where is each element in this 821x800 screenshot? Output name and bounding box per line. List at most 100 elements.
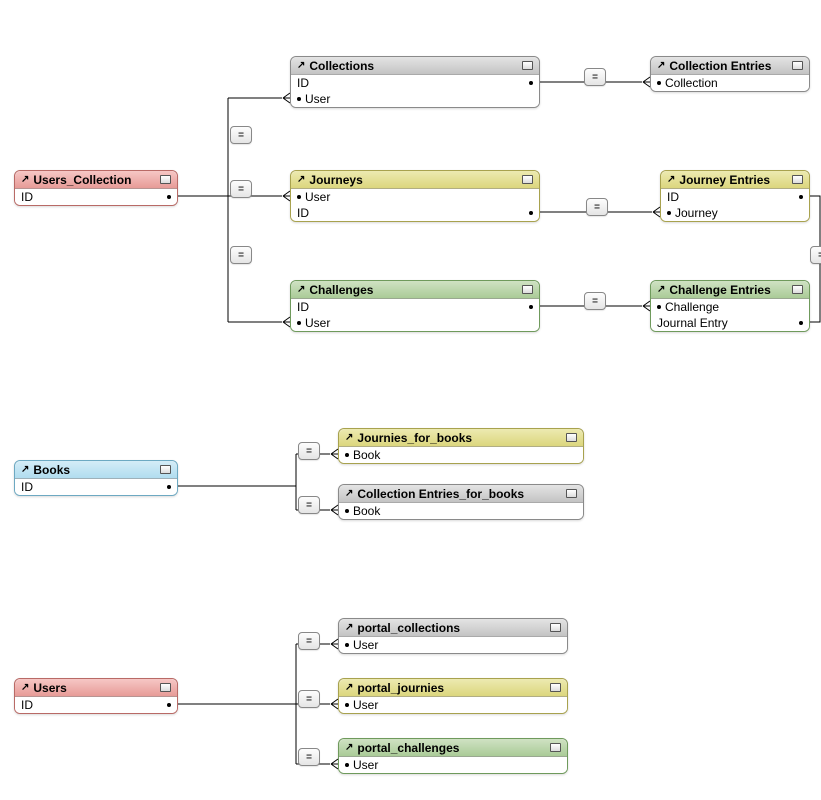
entity-field[interactable]: User [291,189,539,205]
entity-field[interactable]: ID [15,479,177,495]
entity-title-bar[interactable]: ↗portal_journies [339,679,567,697]
join-operator[interactable]: = [584,292,606,310]
entity-field[interactable]: Challenge [651,299,809,315]
entity-title-bar[interactable]: ↗Collection Entries [651,57,809,75]
window-button-icon[interactable] [550,623,561,632]
entity-title-bar[interactable]: ↗portal_collections [339,619,567,637]
entity-collection_entries_for_books[interactable]: ↗Collection Entries_for_booksBook [338,484,584,520]
entity-title-bar[interactable]: ↗portal_challenges [339,739,567,757]
join-operator[interactable]: = [230,180,252,198]
entity-field[interactable]: ID [661,189,809,205]
join-operator[interactable]: = [230,246,252,264]
diagram-canvas: { "canvas": { "width": 821, "height": 80… [0,0,821,800]
expand-arrow-icon: ↗ [297,175,305,185]
join-operator[interactable]: = [298,632,320,650]
join-symbol: = [592,296,598,307]
field-link-dot-icon [167,195,171,199]
entity-field[interactable]: ID [291,75,539,91]
entity-journey_entries[interactable]: ↗Journey EntriesID Journey [660,170,810,222]
window-button-icon[interactable] [792,61,803,70]
entity-title-bar[interactable]: ↗Journeys [291,171,539,189]
field-label: ID [667,190,679,204]
field-bullet-icon [345,453,349,457]
join-operator[interactable]: = [298,690,320,708]
field-label: ID [21,190,33,204]
entity-field[interactable]: Collection [651,75,809,91]
join-operator[interactable]: = [230,126,252,144]
entity-title-bar[interactable]: ↗Collection Entries_for_books [339,485,583,503]
field-label: Journey [675,206,718,220]
entity-journeys[interactable]: ↗JourneysUser ID [290,170,540,222]
entity-title: Journies_for_books [357,431,472,445]
join-operator[interactable]: = [810,246,821,264]
window-button-icon[interactable] [160,465,171,474]
window-button-icon[interactable] [522,175,533,184]
join-symbol: = [306,636,312,647]
expand-arrow-icon: ↗ [21,465,29,475]
entity-fields: User [339,757,567,773]
field-bullet-icon [297,97,301,101]
entity-field[interactable]: ID [291,205,539,221]
entity-field[interactable]: User [339,697,567,713]
field-bullet-icon [657,305,661,309]
window-button-icon[interactable] [522,61,533,70]
entity-collections[interactable]: ↗CollectionsIDUser [290,56,540,108]
join-operator[interactable]: = [298,748,320,766]
entity-field[interactable]: Journey [661,205,809,221]
window-button-icon[interactable] [160,175,171,184]
entity-portal_collections[interactable]: ↗portal_collectionsUser [338,618,568,654]
entity-field[interactable]: ID [291,299,539,315]
field-label: ID [297,76,309,90]
join-operator[interactable]: = [586,198,608,216]
window-button-icon[interactable] [792,285,803,294]
join-operator[interactable]: = [584,68,606,86]
entity-field[interactable]: Journal Entry [651,315,809,331]
entity-challenge_entries[interactable]: ↗Challenge EntriesChallengeJournal Entry [650,280,810,332]
entity-challenges[interactable]: ↗ChallengesIDUser [290,280,540,332]
entity-title-bar[interactable]: ↗Challenges [291,281,539,299]
window-button-icon[interactable] [566,433,577,442]
window-button-icon[interactable] [550,683,561,692]
entity-fields: Collection [651,75,809,91]
entity-title-bar[interactable]: ↗Users [15,679,177,697]
entity-title-bar[interactable]: ↗Books [15,461,177,479]
entity-collection_entries[interactable]: ↗Collection EntriesCollection [650,56,810,92]
entity-users[interactable]: ↗UsersID [14,678,178,714]
entity-field[interactable]: User [291,91,539,107]
entity-title-bar[interactable]: ↗Journey Entries [661,171,809,189]
field-label: ID [297,206,309,220]
entity-field[interactable]: Book [339,447,583,463]
entity-field[interactable]: ID [15,697,177,713]
window-button-icon[interactable] [160,683,171,692]
window-button-icon[interactable] [566,489,577,498]
window-button-icon[interactable] [792,175,803,184]
entity-title-bar[interactable]: ↗Journies_for_books [339,429,583,447]
window-button-icon[interactable] [550,743,561,752]
entity-field[interactable]: ID [15,189,177,205]
entity-title-bar[interactable]: ↗ Users_Collection [15,171,177,189]
entity-books[interactable]: ↗BooksID [14,460,178,496]
field-label: Book [353,504,380,518]
field-label: User [305,190,330,204]
entity-fields: ChallengeJournal Entry [651,299,809,331]
entity-portal_challenges[interactable]: ↗portal_challengesUser [338,738,568,774]
entity-title: Users_Collection [33,173,131,187]
entity-title-bar[interactable]: ↗Collections [291,57,539,75]
field-label: User [353,638,378,652]
entity-journies_for_books[interactable]: ↗Journies_for_booksBook [338,428,584,464]
entity-field[interactable]: User [339,637,567,653]
entity-portal_journies[interactable]: ↗portal_journiesUser [338,678,568,714]
entity-title: Journey Entries [679,173,770,187]
join-operator[interactable]: = [298,442,320,460]
entity-users_collection[interactable]: ↗ Users_CollectionID [14,170,178,206]
field-bullet-icon [667,211,671,215]
entity-field[interactable]: Book [339,503,583,519]
entity-field[interactable]: User [291,315,539,331]
expand-arrow-icon: ↗ [21,175,29,185]
join-operator[interactable]: = [298,496,320,514]
entity-fields: Book [339,447,583,463]
field-label: ID [21,698,33,712]
window-button-icon[interactable] [522,285,533,294]
entity-title-bar[interactable]: ↗Challenge Entries [651,281,809,299]
entity-field[interactable]: User [339,757,567,773]
